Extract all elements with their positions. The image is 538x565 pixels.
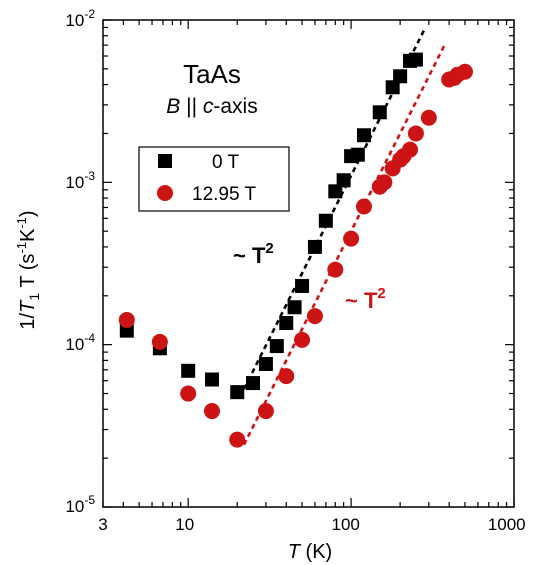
legend-marker-0t [158,154,172,168]
point-0t [393,69,408,84]
fit-label-12t: ~ T2 [345,285,386,313]
point-12t [407,125,424,142]
point-12t [151,333,168,350]
point-0t [356,128,371,143]
legend-label-0t: 0 T [212,152,240,173]
y-tick-label-1e-3: 10-3 [65,169,95,192]
point-0t [336,173,351,188]
y-tick-label-1e-4: 10-4 [65,331,95,354]
point-12t [306,308,323,325]
point-0t [307,239,322,254]
y-axis-label: 1/T1 T (s-1K-1) [14,210,42,329]
x-axis-label: T (K) [288,541,332,563]
point-12t [294,331,311,348]
point-12t [355,198,372,215]
point-0t [328,184,343,199]
point-12t [203,403,220,420]
point-0t [318,213,333,228]
point-12t [327,261,344,278]
point-0t [287,300,302,315]
chart-subtitle: B || c-axis [166,95,257,118]
point-12t [402,141,419,158]
point-0t [279,315,294,330]
fit-label-0t: ~ T2 [233,240,274,268]
point-12t [118,311,135,328]
point-12t [180,385,197,402]
point-0t [258,357,273,372]
point-0t [385,80,400,95]
point-0t [119,323,134,338]
axis-ticks [102,19,515,508]
y-tick-label-1e-2: 10-2 [65,7,95,30]
point-0t [408,52,423,67]
legend: 0 T 12.95 T [138,146,290,212]
legend-label-12t: 12.95 T [192,184,256,205]
point-0t [230,385,245,400]
point-12t [257,403,274,420]
x-tick-label-100: 100 [332,515,360,534]
point-12t [376,174,393,191]
y-tick-label-1e-5: 10-5 [65,493,95,516]
legend-marker-12t [157,185,173,201]
fit-line-1 [242,42,447,446]
point-0t [246,376,261,391]
point-12t [343,230,360,247]
point-0t [372,105,387,120]
point-0t [350,147,365,162]
x-tick-label-10: 10 [175,515,194,534]
data-points [118,52,473,448]
chart-title: TaAs [183,59,241,89]
x-tick-label-3: 3 [98,515,107,534]
point-0t [181,363,196,378]
point-12t [229,431,246,448]
point-12t [278,368,295,385]
point-0t [295,278,310,293]
point-0t [269,339,284,354]
x-tick-label-1000: 1000 [488,515,526,534]
point-12t [420,109,437,126]
point-0t [204,372,219,387]
plot-frame [102,19,515,508]
point-12t [456,63,473,80]
